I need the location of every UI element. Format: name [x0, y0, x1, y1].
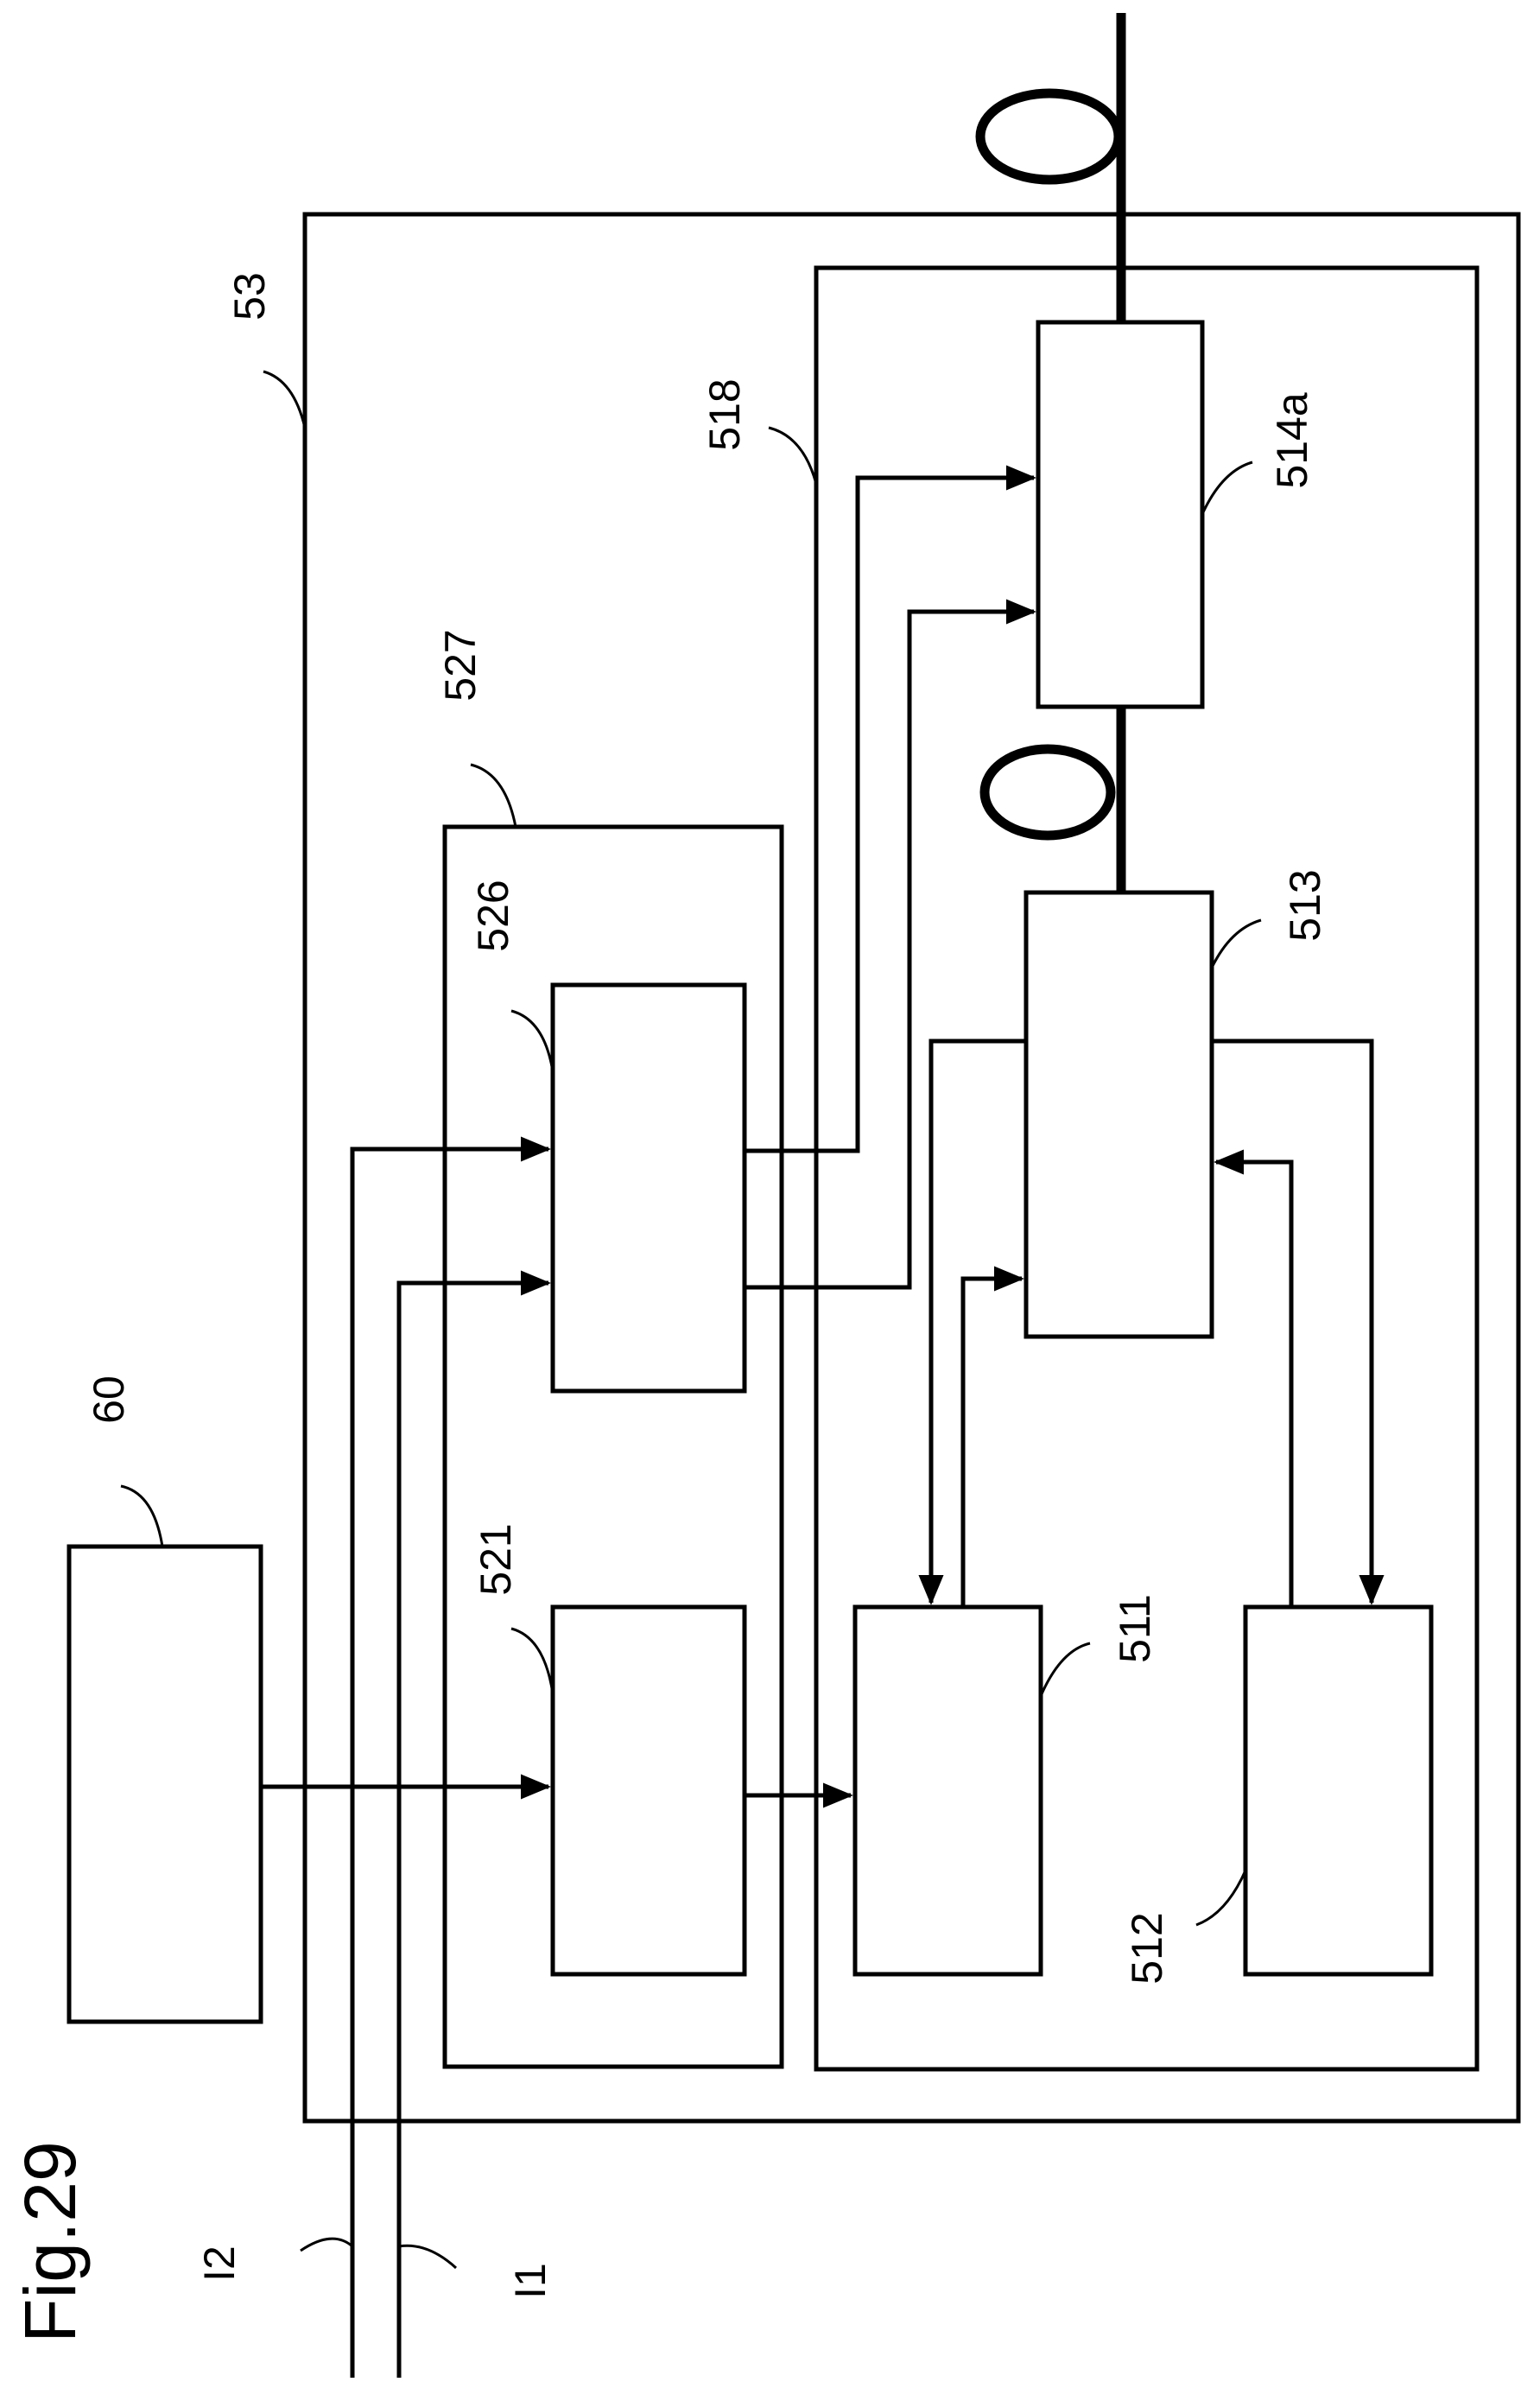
figure-title: Fig.29 — [10, 2141, 91, 2342]
label-I1: I1 — [506, 2263, 555, 2299]
block-521 — [553, 1607, 745, 1974]
line-I2[interactable] — [352, 1149, 548, 2378]
leader-60 — [121, 1486, 162, 1547]
label-514a: 514a — [1268, 392, 1316, 488]
leader-I1 — [399, 2245, 456, 2268]
leader-513 — [1212, 920, 1261, 968]
leader-518 — [769, 428, 816, 484]
leader-526 — [511, 1011, 553, 1071]
leader-512 — [1196, 1871, 1245, 1925]
block-526 — [553, 985, 745, 1391]
leader-527 — [471, 765, 516, 827]
leader-53 — [263, 372, 305, 428]
block-512 — [1245, 1607, 1431, 1974]
label-521: 521 — [472, 1523, 520, 1595]
label-I2: I2 — [195, 2245, 244, 2282]
leader-521 — [511, 1629, 553, 1693]
fiber-loop-top — [980, 93, 1119, 180]
label-527: 527 — [436, 629, 485, 701]
block-513 — [1026, 892, 1212, 1337]
label-511: 511 — [1111, 1594, 1159, 1663]
block-60 — [69, 1547, 261, 2022]
label-53: 53 — [225, 272, 274, 321]
leader-I2 — [301, 2239, 352, 2251]
line-I1[interactable] — [399, 1283, 548, 2378]
label-526: 526 — [469, 880, 517, 951]
label-518: 518 — [700, 378, 749, 450]
arrow-513-to-511[interactable] — [931, 1041, 1026, 1603]
arrow-526-to-514a-lower[interactable] — [745, 612, 1034, 1287]
leader-514a — [1202, 462, 1252, 514]
leader-511 — [1041, 1643, 1090, 1696]
fiber-loop-middle — [985, 749, 1111, 835]
label-513: 513 — [1281, 869, 1329, 941]
label-512: 512 — [1123, 1912, 1171, 1984]
arrow-512-to-513[interactable] — [1216, 1162, 1291, 1607]
label-60: 60 — [85, 1375, 133, 1424]
block-511 — [855, 1607, 1041, 1974]
block-514a — [1038, 322, 1202, 707]
box-527 — [445, 827, 782, 2067]
arrow-511-to-513[interactable] — [963, 1279, 1022, 1607]
box-518 — [816, 268, 1477, 2069]
